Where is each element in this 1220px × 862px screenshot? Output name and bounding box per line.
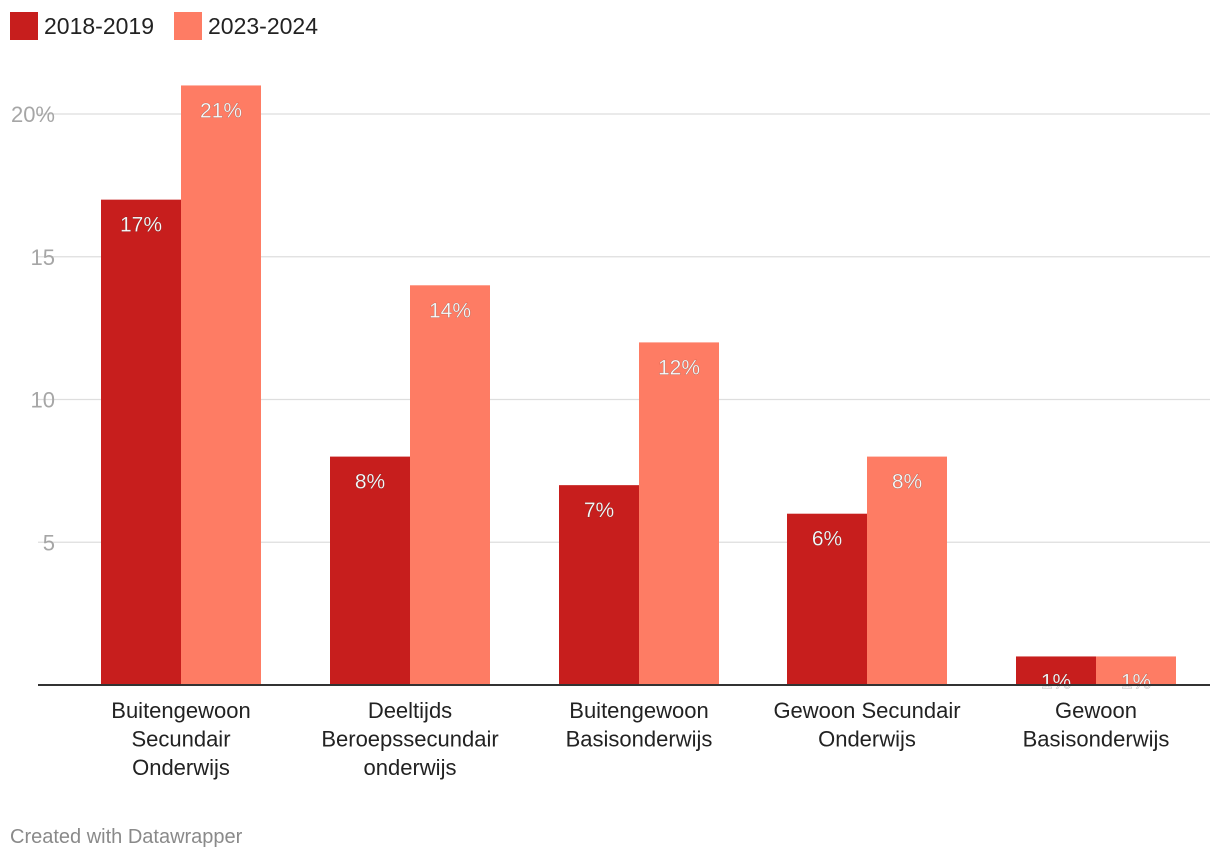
bar xyxy=(1096,656,1176,685)
legend: 2018-2019 2023-2024 xyxy=(10,12,338,40)
legend-item-2018-2019: 2018-2019 xyxy=(10,12,154,40)
bar xyxy=(1016,656,1096,685)
y-tick-label: 5 xyxy=(43,530,55,555)
data-label: 17% xyxy=(120,214,162,237)
x-tick-label: Gewoon Secundair xyxy=(773,698,960,723)
bar xyxy=(787,513,867,685)
legend-swatch-2023-2024 xyxy=(174,12,202,40)
x-tick-label: Onderwijs xyxy=(818,727,916,752)
bar xyxy=(101,199,181,685)
bar xyxy=(330,456,410,685)
legend-label-2018-2019: 2018-2019 xyxy=(44,12,154,39)
x-tick-label: Buitengewoon xyxy=(111,698,250,723)
legend-label-2023-2024: 2023-2024 xyxy=(208,12,318,39)
x-tick-label: Secundair xyxy=(131,727,230,752)
data-label: 21% xyxy=(200,99,242,122)
x-tick-label: Basisonderwijs xyxy=(1023,727,1170,752)
data-label: 14% xyxy=(429,299,471,322)
data-label: 6% xyxy=(812,528,842,551)
data-label: 8% xyxy=(892,471,922,494)
footer-credit: Created with Datawrapper xyxy=(10,826,243,848)
x-tick-label: Basisonderwijs xyxy=(566,727,713,752)
x-tick-label: Buitengewoon xyxy=(569,698,708,723)
data-label: 8% xyxy=(355,471,385,494)
bar xyxy=(410,285,490,685)
bar xyxy=(639,342,719,685)
x-tick-label: Gewoon xyxy=(1055,698,1137,723)
x-tick-label: Onderwijs xyxy=(132,755,230,780)
legend-swatch-2018-2019 xyxy=(10,12,38,40)
bar xyxy=(181,85,261,685)
y-tick-label: 15 xyxy=(31,245,55,270)
y-tick-label: 10 xyxy=(31,388,55,413)
bar xyxy=(867,456,947,685)
data-label: 12% xyxy=(658,356,700,379)
data-label: 1% xyxy=(1041,670,1071,693)
legend-item-2023-2024: 2023-2024 xyxy=(174,12,318,40)
y-tick-label: 20% xyxy=(11,102,55,127)
data-label: 7% xyxy=(584,499,614,522)
x-tick-label: Deeltijds xyxy=(368,698,452,723)
bar xyxy=(559,485,639,685)
x-tick-label: Beroepssecundair xyxy=(321,727,498,752)
x-tick-label: onderwijs xyxy=(364,755,457,780)
data-label: 1% xyxy=(1121,670,1151,693)
